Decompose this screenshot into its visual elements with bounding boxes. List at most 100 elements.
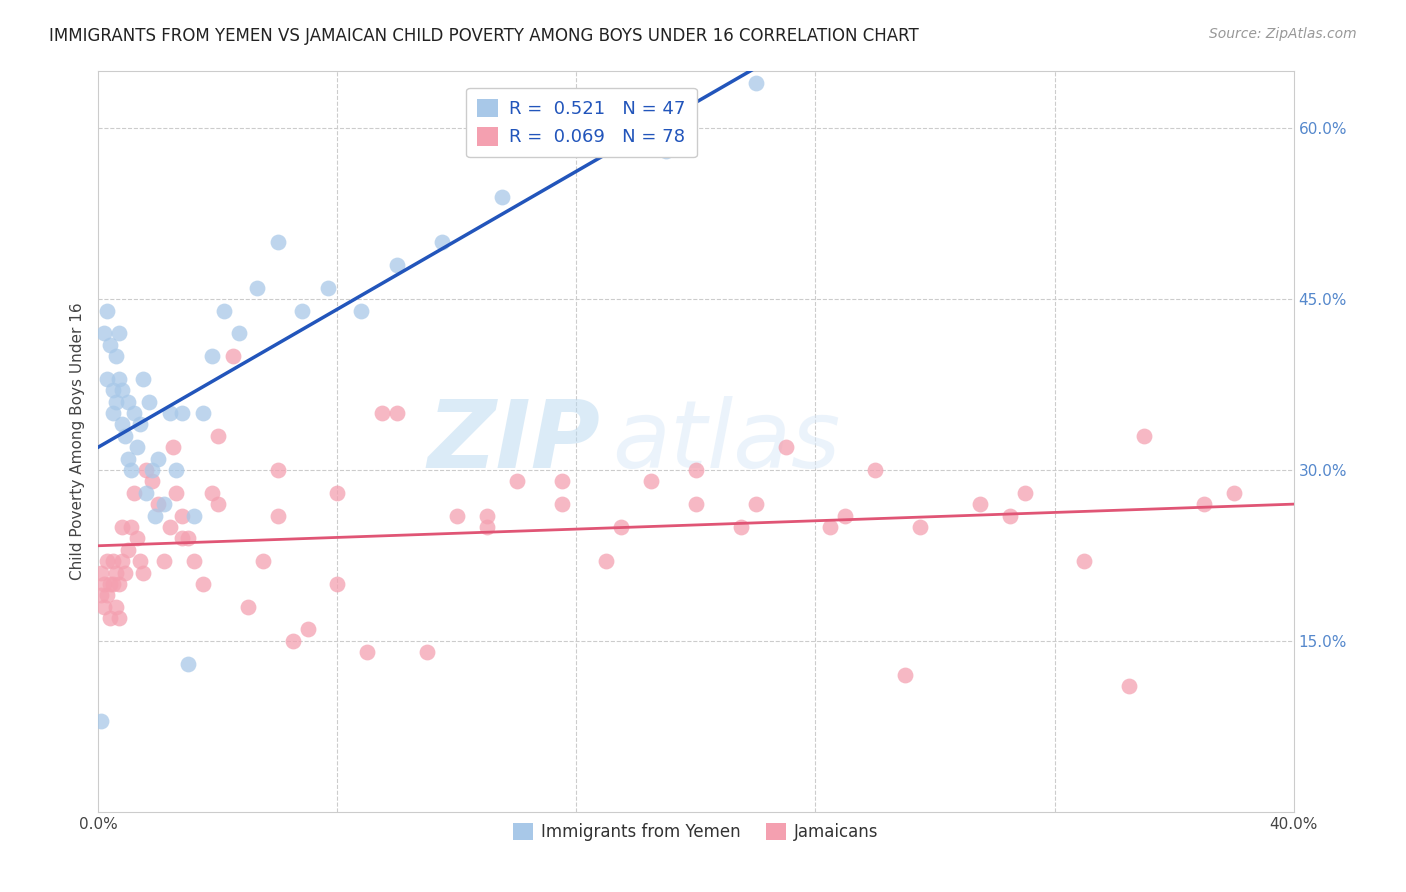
Point [177, 657, 200, 671]
Point [297, 623, 319, 637]
Point [103, 406, 125, 420]
Point [685, 497, 707, 511]
Point [111, 520, 134, 534]
Point [172, 532, 194, 546]
Point [108, 372, 131, 386]
Point [565, 121, 588, 136]
Point [127, 440, 149, 454]
Point [148, 451, 170, 466]
Point [745, 76, 768, 90]
Point [385, 406, 409, 420]
Point [183, 554, 205, 568]
Point [93, 326, 115, 341]
Point [201, 485, 224, 500]
Point [129, 554, 152, 568]
Point [267, 508, 290, 523]
Point [177, 532, 200, 546]
Point [141, 475, 163, 489]
Point [127, 532, 149, 546]
Point [114, 566, 136, 580]
Point [105, 599, 128, 614]
Point [207, 497, 229, 511]
Point [162, 440, 184, 454]
Point [132, 566, 155, 580]
Point [506, 475, 529, 489]
Point [491, 189, 513, 203]
Point [108, 611, 131, 625]
Point [172, 406, 194, 420]
Point [135, 463, 157, 477]
Point [894, 668, 917, 682]
Point [105, 349, 128, 363]
Point [416, 645, 439, 659]
Point [318, 281, 340, 295]
Point [124, 485, 146, 500]
Point [865, 463, 887, 477]
Point [141, 463, 163, 477]
Point [90, 588, 112, 602]
Point [610, 520, 633, 534]
Point [475, 520, 498, 534]
Point [291, 303, 314, 318]
Point [93, 577, 115, 591]
Point [96, 588, 118, 602]
Point [93, 599, 115, 614]
Point [120, 463, 142, 477]
Point [246, 281, 269, 295]
Point [834, 508, 856, 523]
Point [685, 463, 707, 477]
Text: atlas: atlas [613, 396, 841, 487]
Point [111, 554, 134, 568]
Point [371, 406, 394, 420]
Point [228, 326, 250, 341]
Point [159, 406, 181, 420]
Point [148, 497, 170, 511]
Point [159, 520, 181, 534]
Point [207, 429, 229, 443]
Point [998, 508, 1021, 523]
Point [820, 520, 842, 534]
Point [124, 406, 146, 420]
Point [908, 520, 931, 534]
Point [1073, 554, 1095, 568]
Point [595, 554, 617, 568]
Point [222, 349, 245, 363]
Point [236, 599, 259, 614]
Text: IMMIGRANTS FROM YEMEN VS JAMAICAN CHILD POVERTY AMONG BOYS UNDER 16 CORRELATION : IMMIGRANTS FROM YEMEN VS JAMAICAN CHILD … [49, 27, 920, 45]
Point [550, 497, 572, 511]
Point [105, 394, 128, 409]
Point [96, 303, 118, 318]
Point [655, 144, 678, 158]
Point [98, 577, 122, 591]
Point [745, 497, 768, 511]
Point [103, 384, 125, 398]
Point [252, 554, 274, 568]
Point [775, 440, 797, 454]
Point [132, 372, 155, 386]
Point [191, 577, 214, 591]
Point [103, 554, 125, 568]
Point [326, 577, 349, 591]
Point [98, 337, 122, 351]
Point [111, 384, 134, 398]
Point [108, 577, 131, 591]
Point [385, 258, 409, 272]
Point [111, 417, 134, 432]
Point [183, 508, 205, 523]
Point [153, 554, 176, 568]
Point [96, 554, 118, 568]
Point [96, 372, 118, 386]
Point [172, 508, 194, 523]
Point [281, 633, 304, 648]
Point [326, 485, 349, 500]
Point [117, 394, 139, 409]
Point [108, 326, 131, 341]
Point [356, 645, 378, 659]
Point [105, 566, 128, 580]
Point [165, 463, 187, 477]
Point [135, 485, 157, 500]
Point [1118, 680, 1140, 694]
Point [90, 566, 112, 580]
Point [267, 463, 290, 477]
Point [640, 475, 662, 489]
